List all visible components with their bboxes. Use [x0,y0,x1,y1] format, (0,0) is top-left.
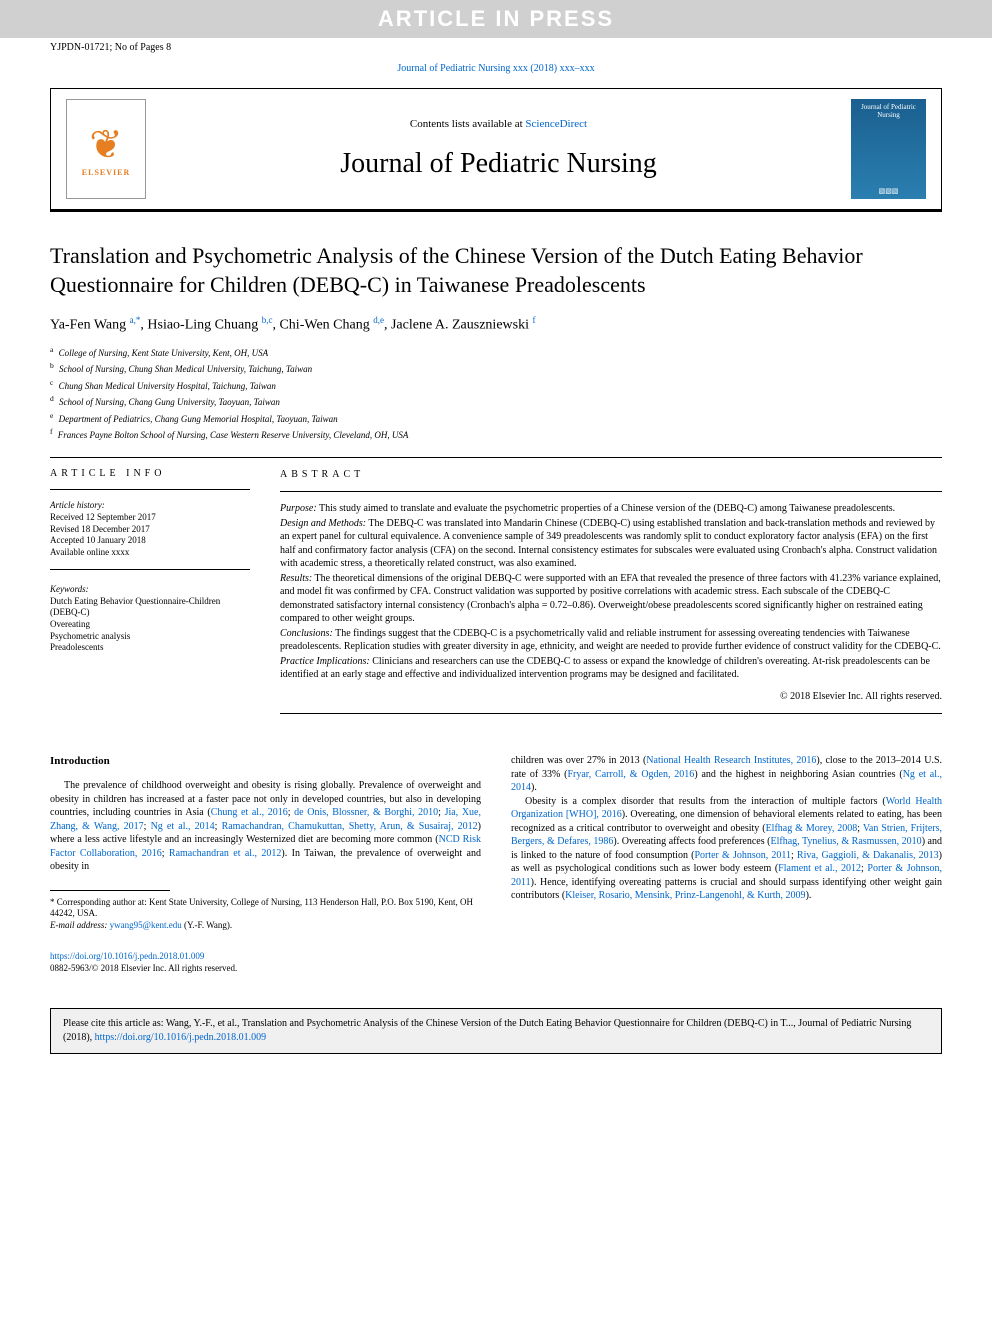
keyword: Preadolescents [50,642,250,654]
info-abstract-row: ARTICLE INFO Article history: Received 1… [50,468,942,725]
cite-doi-link[interactable]: https://doi.org/10.1016/j.pedn.2018.01.0… [95,1032,266,1043]
doi-link[interactable]: https://doi.org/10.1016/j.pedn.2018.01.0… [50,951,204,961]
column-right: children was over 27% in 2013 (National … [511,754,942,974]
doi-block: https://doi.org/10.1016/j.pedn.2018.01.0… [50,950,481,974]
article-info: ARTICLE INFO Article history: Received 1… [50,468,250,725]
keyword: Overeating [50,619,250,631]
citation-line: Journal of Pediatric Nursing xxx (2018) … [0,57,992,80]
journal-name: Journal of Pediatric Nursing [146,148,851,180]
abstract-paragraphs: Purpose: This study aimed to translate a… [280,502,942,682]
body-columns: Introduction The prevalence of childhood… [50,754,942,974]
cover-title: Journal of Pediatric Nursing [855,103,922,119]
journal-cover-thumb[interactable]: Journal of Pediatric Nursing ▧▧▧ [851,99,926,199]
intro-heading: Introduction [50,754,481,769]
divider [280,491,942,492]
keywords-label: Keywords: [50,584,250,594]
email-line: E-mail address: ywang95@kent.edu (Y.-F. … [50,920,481,932]
issn-copyright: 0882-5963/© 2018 Elsevier Inc. All right… [50,963,237,973]
article-in-press-banner: ARTICLE IN PRESS [0,0,992,38]
elsevier-text: ELSEVIER [82,168,130,177]
abstract-heading: ABSTRACT [280,468,942,482]
journal-center: Contents lists available at ScienceDirec… [146,118,851,180]
intro-para-1: The prevalence of childhood overweight a… [50,779,481,874]
article-body: Translation and Psychometric Analysis of… [0,212,992,994]
affiliations: a College of Nursing, Kent State Univers… [50,344,942,443]
keywords-list: Dutch Eating Behavior Questionnaire-Chil… [50,596,250,654]
intro-para-3: Obesity is a complex disorder that resul… [511,795,942,903]
authors-line: Ya-Fen Wang a,*, Hsiao-Ling Chuang b,c, … [50,315,942,334]
abstract-para: Practice Implications: Clinicians and re… [280,655,942,682]
history-label: Article history: [50,500,250,510]
citation-link[interactable]: Journal of Pediatric Nursing xxx (2018) … [397,63,594,74]
header-row: YJPDN-01721; No of Pages 8 [0,38,992,57]
elsevier-logo[interactable]: ❦ ELSEVIER [66,99,146,199]
abstract-para: Results: The theoretical dimensions of t… [280,572,942,626]
cover-art-icon: ▧▧▧ [855,187,922,195]
abstract-copyright: © 2018 Elsevier Inc. All rights reserved… [280,690,942,704]
keywords-block: Keywords: Dutch Eating Behavior Question… [50,584,250,654]
abstract-para: Purpose: This study aimed to translate a… [280,502,942,516]
keyword: Psychometric analysis [50,631,250,643]
intro-para-2: children was over 27% in 2013 (National … [511,754,942,795]
affiliation: f Frances Payne Bolton School of Nursing… [50,426,942,443]
footnote-separator [50,890,170,891]
history-line: Received 12 September 2017 [50,512,250,524]
article-title: Translation and Psychometric Analysis of… [50,242,942,299]
history-line: Available online xxxx [50,547,250,559]
history-line: Revised 18 December 2017 [50,524,250,536]
email-label: E-mail address: [50,920,110,930]
affiliation: c Chung Shan Medical University Hospital… [50,377,942,394]
divider [50,457,942,458]
abstract: ABSTRACT Purpose: This study aimed to tr… [280,468,942,725]
elsevier-tree-icon: ❦ [89,121,123,168]
citation-box: Please cite this article as: Wang, Y.-F.… [50,1008,942,1054]
sciencedirect-link[interactable]: ScienceDirect [525,118,587,130]
history-line: Accepted 10 January 2018 [50,535,250,547]
divider [50,489,250,490]
email-suffix: (Y.-F. Wang). [182,920,232,930]
keyword: Dutch Eating Behavior Questionnaire-Chil… [50,596,250,619]
history-lines: Received 12 September 2017Revised 18 Dec… [50,512,250,559]
contents-line: Contents lists available at ScienceDirec… [146,118,851,130]
affiliation: a College of Nursing, Kent State Univers… [50,344,942,361]
manuscript-id: YJPDN-01721; No of Pages 8 [50,42,171,53]
divider [50,569,250,570]
abstract-para: Design and Methods: The DEBQ-C was trans… [280,517,942,571]
column-left: Introduction The prevalence of childhood… [50,754,481,974]
affiliation: d School of Nursing, Chang Gung Universi… [50,393,942,410]
affiliation: b School of Nursing, Chung Shan Medical … [50,360,942,377]
article-info-heading: ARTICLE INFO [50,468,250,479]
corresponding-author-footnote: * Corresponding author at: Kent State Un… [50,897,481,932]
affiliation: e Department of Pediatrics, Chang Gung M… [50,410,942,427]
author-email-link[interactable]: ywang95@kent.edu [110,920,182,930]
contents-prefix: Contents lists available at [410,118,525,130]
abstract-para: Conclusions: The findings suggest that t… [280,627,942,654]
journal-header-box: ❦ ELSEVIER Contents lists available at S… [50,88,942,212]
divider [280,713,942,714]
corr-author-text: * Corresponding author at: Kent State Un… [50,897,481,920]
